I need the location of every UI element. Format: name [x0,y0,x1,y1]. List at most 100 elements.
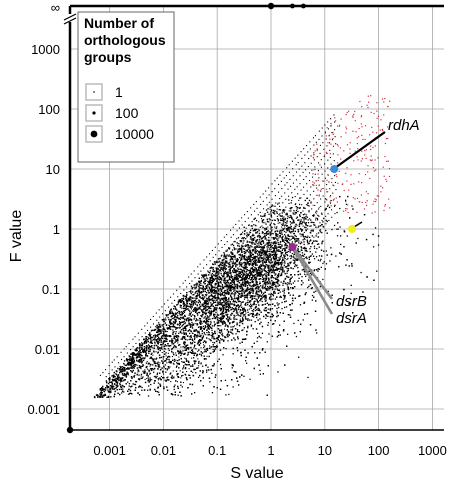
point [203,346,205,349]
point [268,312,270,314]
point [139,356,142,358]
point [169,325,171,328]
point [178,299,180,301]
point [276,302,278,304]
point [302,254,304,257]
point [115,384,117,387]
point [180,381,182,383]
point [190,296,192,298]
point [130,363,132,365]
point [221,334,223,336]
point [167,348,170,350]
point [305,169,307,171]
point [174,306,176,308]
point [277,274,280,276]
point [185,325,187,327]
point [206,256,208,258]
point [251,221,253,223]
point [242,319,244,321]
point [196,285,198,287]
point [167,352,169,354]
point [132,357,134,359]
point [217,302,219,304]
point [256,316,258,319]
point [243,308,245,310]
point [157,338,159,340]
point [138,360,140,363]
point [265,317,267,319]
point [157,343,159,345]
point [138,365,141,367]
point [232,308,234,310]
point [311,299,313,301]
point [114,383,116,385]
point [165,360,167,362]
point [104,389,107,391]
point [198,362,200,364]
point [228,266,230,268]
point [248,256,251,258]
point [228,275,230,277]
point [216,337,218,339]
point [213,338,215,340]
point [160,344,162,346]
point [221,298,224,300]
point [287,188,289,190]
point [178,300,180,303]
point [348,265,350,267]
point [230,287,232,289]
point [147,336,149,338]
point [223,347,225,349]
point [205,301,208,303]
point [223,252,225,254]
point [242,338,244,340]
point [160,339,162,341]
point [156,391,158,393]
point [173,363,175,365]
point [331,132,333,134]
point [265,283,267,286]
point [111,386,113,388]
point [180,351,182,353]
point [156,340,158,342]
point [190,352,193,354]
point [164,341,166,343]
point [205,321,207,323]
point [284,249,286,251]
point [278,237,280,239]
point [268,213,270,215]
point [294,188,296,190]
point [300,323,302,325]
point [140,377,142,379]
point [196,353,198,356]
point [331,294,333,296]
point [218,250,220,252]
point [291,287,294,289]
point [182,327,184,330]
point [240,296,242,298]
point [144,369,146,371]
point [166,368,169,370]
point [312,137,314,139]
point [288,292,290,294]
point [166,315,168,317]
point [186,318,188,321]
point [257,269,259,271]
point [256,231,259,233]
point [133,354,135,356]
point [324,131,326,133]
point [294,265,296,268]
point [252,235,254,237]
point [127,364,130,366]
point [214,346,217,348]
point [174,299,176,301]
point [150,330,153,332]
point [188,364,190,366]
point [130,357,132,359]
point [240,352,242,354]
point [233,281,235,284]
point [298,168,300,170]
point [200,363,202,365]
point [143,349,145,351]
point [226,262,228,264]
